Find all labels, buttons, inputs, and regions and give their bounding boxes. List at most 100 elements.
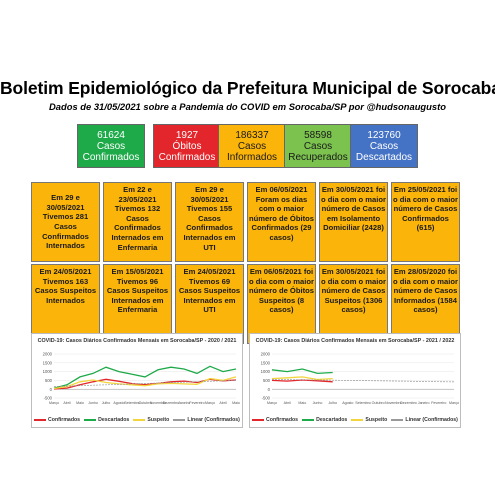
y-tick-label: 1000 [43,369,53,374]
x-tick-label: Abril [63,401,70,405]
y-tick-label: -500 [44,396,53,401]
stat-label: Casos [369,140,399,152]
series-line [271,378,455,383]
x-tick-label: Maio [76,401,84,405]
legend-swatch [84,419,97,421]
series-line [53,365,237,389]
legend-swatch [351,419,364,421]
x-tick-label: Setembro [355,401,371,405]
info-card: Em 29 e 30/05/2021 Tivemos 281 Casos Con… [31,182,100,262]
chart-2021-2022: COVID-19: Casos Diários Confirmados Mens… [249,333,461,428]
stat-label: Informados [226,151,278,163]
legend-item: Descartados [84,417,129,423]
legend-label: Linear (Confirmados) [405,417,458,423]
stat-label: Casos [96,140,126,152]
page-subtitle: Dados de 31/05/2021 sobre a Pandemia do … [49,101,446,112]
x-tick-label: Maio [232,401,240,405]
series-line [53,376,237,390]
legend-item: Linear (Confirmados) [391,417,458,423]
stat-deaths: 1927 Óbitos Confirmados [153,124,221,168]
x-tick-label: Maio [298,401,306,405]
x-tick-label: Março [49,401,59,405]
legend-swatch [302,419,315,421]
y-tick-label: 2000 [261,352,271,357]
stat-label: Confirmados [158,151,216,163]
stat-discarded: 123760 Casos Descartados [350,124,418,168]
y-tick-label: 1000 [261,369,271,374]
series-line [271,376,333,381]
series-line [271,368,333,375]
y-tick-label: -500 [262,396,271,401]
legend-label: Descartados [98,417,130,423]
stat-label: Óbitos [172,140,202,152]
info-card: Em 30/05/2021 foi o dia com o maior núme… [319,264,388,344]
info-card: Em 30/05/2021 foi o dia com o maior núme… [319,182,388,262]
info-card: Em 06/05/2021 Foram os dias com o maior … [247,182,316,262]
y-tick-label: 500 [45,378,53,383]
y-tick-label: 1500 [261,360,271,365]
legend-item: Suspeito [351,417,387,423]
stat-value: 58598 [304,129,332,141]
legend-item: Confirmados [252,417,298,423]
legend-label: Linear (Confirmados) [187,417,240,423]
y-tick-label: 0 [268,387,271,392]
legend-label: Descartados [316,417,348,423]
x-tick-label: Outubro [139,401,152,405]
legend-swatch [173,419,186,421]
stat-label: Recuperados [288,151,348,163]
chart-legend: Confirmados Descartados Suspeito Linear … [32,417,242,423]
info-card: Em 24/05/2021 Tivemos 69 Casos Suspeitos… [175,264,244,344]
x-tick-label: Abril [219,401,226,405]
chart-title: COVID-19: Casos Diários Confirmados Mens… [255,338,455,344]
x-tick-label: Abril [284,401,291,405]
info-card: Em 24/05/2021 Tivemos 163 Casos Suspeito… [31,264,100,344]
info-card: Em 06/05/2021 foi o dia com o maior núme… [247,264,316,344]
page-title: Boletim Epidemiológico da Prefeitura Mun… [0,78,495,98]
stat-confirmed: 61624 Casos Confirmados [77,124,145,168]
x-tick-label: Junho [313,401,323,405]
info-card: Em 29 e 30/05/2021 Tivemos 155 Casos Con… [175,182,244,262]
x-tick-label: Dezembro [163,401,180,405]
x-tick-label: Dezembro [400,401,417,405]
x-tick-label: Agosto [113,401,124,405]
info-card: Em 15/05/2021 Tivemos 96 Casos Suspeitos… [103,264,172,344]
stat-value: 186337 [235,129,269,141]
info-card: Em 28/05/2020 foi o dia com o maior núme… [391,264,460,344]
x-tick-label: Março [449,401,459,405]
legend-label: Suspeito [147,417,170,423]
legend-item: Descartados [302,417,347,423]
legend-label: Confirmados [266,417,299,423]
x-tick-label: Março [267,401,277,405]
stat-value: 61624 [97,129,125,141]
x-tick-label: Outubro [372,401,385,405]
legend-item: Suspeito [133,417,169,423]
series-line [53,380,237,387]
legend-swatch [252,419,265,421]
y-tick-label: 2000 [43,352,53,357]
legend-item: Confirmados [34,417,80,423]
legend-swatch [133,419,146,421]
x-tick-label: Novembro [385,401,402,405]
stat-informed: 186337 Casos Informados [218,124,286,168]
x-tick-label: Março [205,401,215,405]
x-tick-label: Agosto [342,401,353,405]
stat-recovered: 58598 Casos Recuperados [284,124,352,168]
x-tick-label: Janeiro [178,401,190,405]
x-tick-label: Novembro [150,401,167,405]
stat-label: Casos [237,140,267,152]
x-tick-label: Junho [88,401,98,405]
series-line [53,378,237,390]
stat-label: Descartados [355,151,413,163]
x-tick-label: Fevereiro [189,401,204,405]
stat-label: Casos [303,140,333,152]
stat-value: 123760 [367,129,401,141]
x-tick-label: Setembro [124,401,140,405]
x-tick-label: Janeiro [418,401,430,405]
y-tick-label: 500 [263,378,271,383]
legend-swatch [391,419,404,421]
x-tick-label: Fevereiro [431,401,446,405]
y-tick-label: 1500 [43,360,53,365]
legend-label: Confirmados [48,417,81,423]
